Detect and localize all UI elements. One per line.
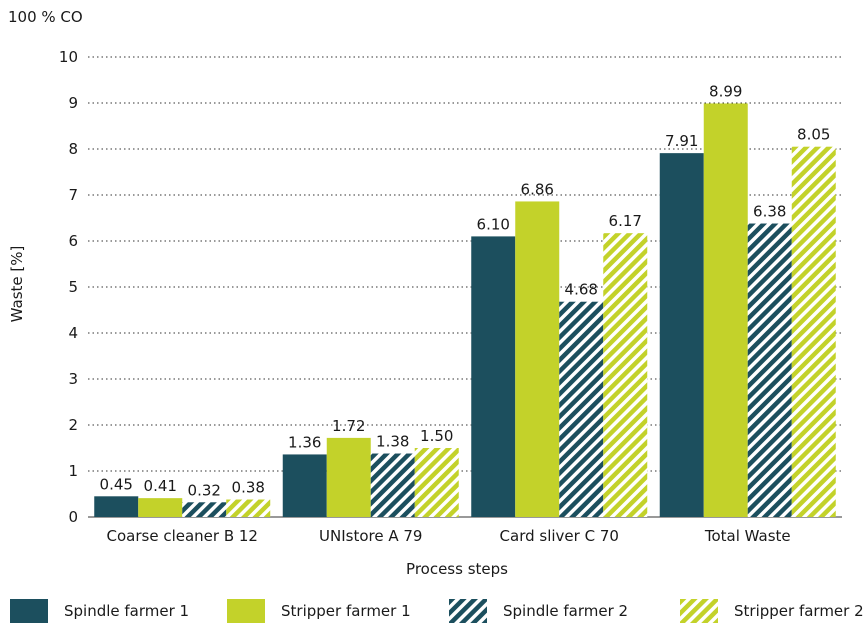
data-label: 8.05 [797, 126, 830, 144]
y-axis-title: Waste [%] [8, 246, 26, 323]
y-tick-label: 5 [68, 278, 78, 296]
bar [659, 153, 704, 517]
data-label: 1.36 [288, 433, 321, 451]
data-label: 1.38 [376, 433, 409, 451]
bar [515, 201, 560, 517]
data-label: 7.91 [665, 132, 698, 150]
data-label: 8.99 [709, 82, 742, 100]
bar [282, 454, 327, 517]
legend-item-stripper-farmer-2: Stripper farmer 2 [680, 598, 864, 624]
waste-bar-chart: 100 % CO Waste [%] Process steps 0 1 2 3 4 5 6… [8, 8, 842, 578]
bar [747, 223, 792, 517]
bar [471, 236, 516, 517]
bar [182, 502, 227, 517]
y-tick-label: 7 [68, 186, 78, 204]
legend-item-spindle-farmer-2: Spindle farmer 2 [449, 598, 628, 624]
legend-swatch [680, 599, 718, 623]
legend-swatch [449, 599, 487, 623]
data-labels: 0.45 0.41 0.32 0.38 1.36 1.72 1.38 1.50 6.10 6.86… [100, 82, 831, 499]
legend: Spindle farmer 1 Stripper farmer 1 Spind… [0, 598, 868, 628]
data-label: 6.10 [477, 215, 510, 233]
data-label: 0.41 [144, 477, 177, 495]
bar [138, 498, 183, 517]
y-tick-label: 3 [68, 370, 78, 388]
legend-label: Stripper farmer 2 [734, 602, 864, 620]
y-tick-label: 6 [68, 232, 78, 250]
x-tick-label: Card sliver C 70 [500, 527, 619, 545]
y-tick-label: 4 [68, 324, 78, 342]
bar [370, 453, 415, 517]
data-label: 0.45 [100, 475, 133, 493]
x-axis-ticks: Coarse cleaner B 12 UNIstore A 79 Card sli… [107, 527, 791, 545]
bars [94, 103, 836, 518]
x-axis-title: Process steps [406, 560, 508, 578]
data-label: 1.72 [332, 417, 365, 435]
y-tick-label: 8 [68, 140, 78, 158]
bar [603, 233, 648, 517]
legend-swatch [227, 599, 265, 623]
data-label: 0.32 [188, 481, 221, 499]
x-tick-label: Total Waste [704, 527, 791, 545]
y-tick-label: 2 [68, 416, 78, 434]
y-tick-label: 1 [68, 462, 78, 480]
x-tick-label: UNIstore A 79 [319, 527, 422, 545]
legend-item-spindle-farmer-1: Spindle farmer 1 [10, 598, 189, 624]
y-axis-ticks: 0 1 2 3 4 5 6 7 8 9 10 [59, 48, 78, 526]
bar [559, 301, 604, 517]
y-tick-label: 10 [59, 48, 78, 66]
legend-label: Spindle farmer 2 [503, 602, 629, 620]
legend-label: Spindle farmer 1 [64, 602, 190, 620]
data-label: 6.86 [521, 180, 554, 198]
bar [326, 437, 371, 517]
bar [94, 496, 139, 517]
data-label: 6.17 [609, 212, 642, 230]
bar [414, 448, 459, 517]
y-tick-label: 0 [68, 508, 78, 526]
x-tick-label: Coarse cleaner B 12 [107, 527, 258, 545]
legend-swatch [10, 599, 48, 623]
y-tick-label: 9 [68, 94, 78, 112]
unit-note: 100 % CO [8, 8, 83, 26]
data-label: 1.50 [420, 427, 453, 445]
data-label: 0.38 [232, 479, 265, 497]
legend-item-stripper-farmer-1: Stripper farmer 1 [227, 598, 411, 624]
data-label: 6.38 [753, 203, 786, 221]
bar [791, 146, 836, 517]
legend-label: Stripper farmer 1 [281, 602, 411, 620]
bar [226, 499, 271, 517]
data-label: 4.68 [565, 281, 598, 299]
bar [703, 103, 748, 518]
